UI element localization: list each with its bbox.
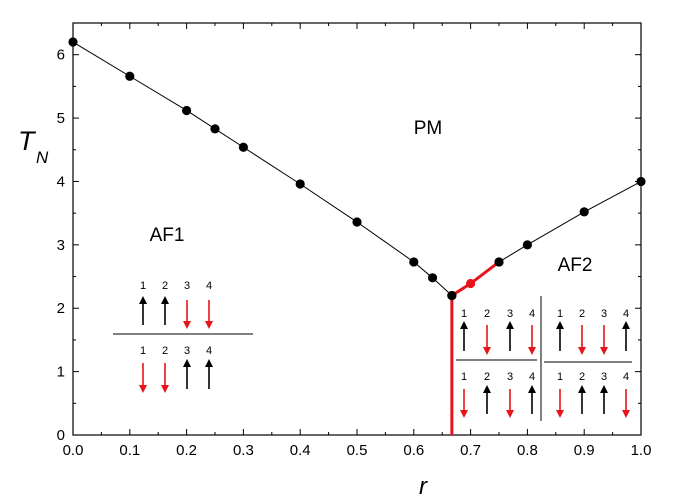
x-tick-label: 0.6 [403,442,424,459]
x-tick-label: 0.4 [290,442,311,459]
af2-left-row2-site-number: 3 [507,371,513,383]
tick-labels: 0.0 0.1 0.2 0.3 0.4 0.5 0.6 0.7 0.8 0.9 1.0 0 1 2 3 4 5 6 [57,47,652,459]
data-point [125,71,135,81]
af2-right-row1-site-number: 4 [623,308,629,320]
af1-row2-site-number: 1 [140,345,146,357]
af2-left-row2-site-number: 1 [461,371,467,383]
y-tick-label: 5 [57,110,65,127]
region-label-af1: AF1 [150,225,185,246]
data-point [210,124,220,134]
af2-right-row1-site-number: 1 [557,308,563,320]
af1-row1-site-number: 2 [162,280,168,292]
region-label-pm: PM [414,118,443,139]
x-tick-label: 0.9 [574,442,595,459]
af1-row1-site-number: 3 [184,280,190,292]
af2-left-row2-site-number: 4 [529,371,535,383]
af2-right-row2-site-number: 1 [557,371,563,383]
data-point [182,105,192,116]
series-line-0 [72,41,453,296]
data-point [352,217,362,227]
x-tick-label: 0.2 [176,442,197,459]
data-point [295,179,305,189]
y-tick-label: 4 [57,173,65,190]
data-point [522,240,533,250]
af1-row2-site-number: 2 [162,345,168,357]
x-tick-label: 0.7 [460,442,481,459]
af1-row1-site-number: 4 [206,280,212,292]
y-tick-label: 3 [57,237,65,254]
y-tick-label: 6 [57,47,65,64]
y-axis-title-subscript: N [36,148,49,167]
x-tick-label: 1.0 [631,442,652,459]
data-point-junction [447,290,457,301]
data-point [579,207,589,217]
data-point [427,273,438,283]
data-point [238,142,248,152]
af1-row1-site-number: 1 [140,280,146,292]
af2-right-row1-site-number: 3 [601,308,607,320]
region-label-af2: AF2 [558,255,593,276]
af2-right-row2-site-number: 2 [579,371,585,383]
spin-configurations: 1 2 3 4 1 2 3 4 1 2 3 4 1 2 3 4 1 2 3 4 1 2 3 4 [139,280,630,418]
x-tick-label: 0.8 [517,442,538,459]
data-point [68,37,78,47]
data-point [409,257,419,267]
y-tick-label: 1 [57,364,65,381]
af2-right-row2-site-number: 4 [623,371,629,383]
af2-left-row1-site-number: 3 [507,308,513,320]
af2-right-row2-site-number: 3 [601,371,607,383]
data-point [466,278,476,289]
y-tick-label: 2 [57,300,65,317]
y-tick-label: 0 [57,427,65,444]
data-points [68,37,646,301]
x-tick-label: 0.1 [119,442,140,459]
x-tick-label: 0.3 [233,442,254,459]
x-tick-label: 0.5 [347,442,368,459]
data-point [636,176,646,187]
series-lines [72,41,642,435]
af2-left-row1-site-number: 4 [529,308,535,320]
af2-left-row2-site-number: 2 [484,371,490,383]
af1-row2-site-number: 4 [206,345,212,357]
x-tick-label: 0.0 [63,442,84,459]
af2-left-row1-site-number: 1 [461,308,467,320]
y-axis-title: T [18,126,37,156]
af2-left-row1-site-number: 2 [484,308,490,320]
x-axis-title: r [419,473,428,500]
series-line-1 [451,260,500,297]
af1-row2-site-number: 3 [184,345,190,357]
series-line-2 [498,181,642,263]
axis-ticks [72,22,642,436]
af2-right-row1-site-number: 2 [579,308,585,320]
data-point [494,257,504,267]
